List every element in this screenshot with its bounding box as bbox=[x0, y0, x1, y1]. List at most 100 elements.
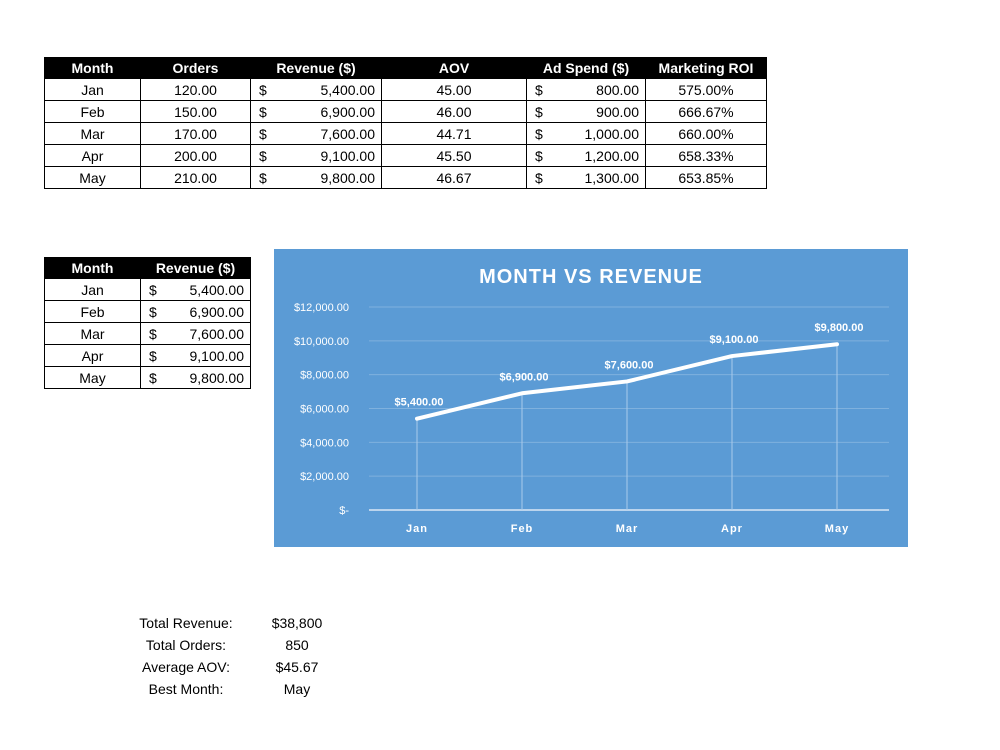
header-month: Month bbox=[44, 257, 141, 279]
y-tick-label: $12,000.00 bbox=[294, 302, 349, 314]
cell-aov: 45.00 bbox=[381, 78, 527, 101]
cell-revenue: $7,600.00 bbox=[140, 322, 251, 345]
header-revenue: Revenue ($) bbox=[250, 57, 382, 79]
x-tick-label: Jan bbox=[406, 523, 428, 535]
y-tick-label: $8,000.00 bbox=[300, 370, 349, 382]
cell-revenue-content: $9,100.00 bbox=[141, 348, 250, 364]
currency-symbol: $ bbox=[259, 147, 267, 164]
cell-revenue-content: $9,100.00 bbox=[251, 148, 381, 164]
cell-orders: 200.00 bbox=[140, 144, 251, 167]
x-tick-label: May bbox=[825, 523, 849, 535]
currency-symbol: $ bbox=[535, 81, 543, 98]
header-ad-spend: Ad Spend ($) bbox=[526, 57, 646, 79]
cell-orders: 120.00 bbox=[140, 78, 251, 101]
summary-row: Total Revenue: $38,800 bbox=[120, 612, 342, 634]
cell-revenue-value: 6,900.00 bbox=[320, 103, 376, 120]
table-row: Feb 150.00 $6,900.00 46.00 $900.00 666.67% bbox=[44, 100, 767, 123]
cell-revenue: $9,100.00 bbox=[140, 344, 251, 367]
cell-roi: 658.33% bbox=[645, 144, 767, 167]
cell-revenue: $5,400.00 bbox=[250, 78, 382, 101]
data-label: $7,600.00 bbox=[605, 359, 654, 371]
table-row: Feb $6,900.00 bbox=[44, 300, 251, 323]
cell-roi: 653.85% bbox=[645, 166, 767, 189]
data-point bbox=[520, 391, 524, 395]
cell-month: Apr bbox=[44, 344, 141, 367]
cell-aov: 46.00 bbox=[381, 100, 527, 123]
y-tick-label: $- bbox=[339, 505, 349, 517]
data-point bbox=[835, 342, 839, 346]
cell-roi: 660.00% bbox=[645, 122, 767, 145]
currency-symbol: $ bbox=[535, 147, 543, 164]
cell-ad-spend: $800.00 bbox=[526, 78, 646, 101]
cell-revenue-content: $7,600.00 bbox=[251, 126, 381, 142]
summary-label: Total Revenue: bbox=[139, 615, 233, 631]
cell-ad-spend-value: 800.00 bbox=[596, 81, 639, 98]
cell-revenue: $9,100.00 bbox=[250, 144, 382, 167]
cell-month: Jan bbox=[44, 278, 141, 301]
summary-value: $45.67 bbox=[275, 659, 319, 675]
currency-symbol: $ bbox=[149, 281, 157, 298]
cell-revenue-content: $6,900.00 bbox=[141, 304, 250, 320]
cell-revenue: $5,400.00 bbox=[140, 278, 251, 301]
header-aov: AOV bbox=[381, 57, 527, 79]
cell-revenue-value: 5,400.00 bbox=[189, 281, 245, 298]
cell-orders: 210.00 bbox=[140, 166, 251, 189]
cell-revenue-value: 5,400.00 bbox=[320, 81, 376, 98]
y-tick-label: $2,000.00 bbox=[300, 471, 349, 483]
cell-revenue-content: $7,600.00 bbox=[141, 326, 250, 342]
cell-aov: 45.50 bbox=[381, 144, 527, 167]
table-row: May 210.00 $9,800.00 46.67 $1,300.00 653.85% bbox=[44, 166, 767, 189]
cell-ad-spend-value: 1,000.00 bbox=[584, 125, 640, 142]
cell-revenue-content: $9,800.00 bbox=[141, 370, 250, 386]
table-header-row: Month Orders Revenue ($) AOV Ad Spend ($… bbox=[44, 57, 767, 79]
cell-ad-spend-content: $900.00 bbox=[527, 104, 645, 120]
summary-row: Average AOV: $45.67 bbox=[120, 656, 342, 678]
cell-ad-spend: $900.00 bbox=[526, 100, 646, 123]
header-marketing-roi: Marketing ROI bbox=[645, 57, 767, 79]
cell-ad-spend-value: 900.00 bbox=[596, 103, 639, 120]
cell-revenue: $6,900.00 bbox=[250, 100, 382, 123]
y-tick-label: $4,000.00 bbox=[300, 437, 349, 449]
cell-aov: 44.71 bbox=[381, 122, 527, 145]
cell-revenue-value: 9,100.00 bbox=[320, 147, 376, 164]
currency-symbol: $ bbox=[259, 103, 267, 120]
cell-month: Feb bbox=[44, 100, 141, 123]
currency-symbol: $ bbox=[535, 103, 543, 120]
cell-roi: 575.00% bbox=[645, 78, 767, 101]
y-tick-label: $10,000.00 bbox=[294, 336, 349, 348]
cell-revenue-value: 9,100.00 bbox=[189, 347, 245, 364]
cell-revenue-value: 6,900.00 bbox=[189, 303, 245, 320]
cell-revenue: $7,600.00 bbox=[250, 122, 382, 145]
currency-symbol: $ bbox=[149, 325, 157, 342]
chart-canvas: MONTH VS REVENUE $- $2,000.00 $4,000.00 $6,0… bbox=[294, 266, 889, 535]
table-row: Jan $5,400.00 bbox=[44, 278, 251, 301]
table-row: Mar 170.00 $7,600.00 44.71 $1,000.00 660.00% bbox=[44, 122, 767, 145]
summary-block: Total Revenue: $38,800 Total Orders: 850 Ave… bbox=[120, 612, 342, 700]
cell-roi: 666.67% bbox=[645, 100, 767, 123]
cell-revenue: $9,800.00 bbox=[250, 166, 382, 189]
revenue-line-chart: MONTH VS REVENUE $- $2,000.00 $4,000.00 $6,0… bbox=[274, 249, 908, 547]
cell-ad-spend-value: 1,200.00 bbox=[584, 147, 640, 164]
currency-symbol: $ bbox=[535, 169, 543, 186]
summary-label: Total Orders: bbox=[145, 637, 227, 653]
cell-month: Jan bbox=[44, 78, 141, 101]
currency-symbol: $ bbox=[149, 369, 157, 386]
orders-table: Month Orders Revenue ($) AOV Ad Spend ($… bbox=[44, 57, 767, 189]
table-row: Apr $9,100.00 bbox=[44, 344, 251, 367]
cell-month: Feb bbox=[44, 300, 141, 323]
data-label: $5,400.00 bbox=[395, 397, 444, 409]
cell-month: Mar bbox=[44, 322, 141, 345]
data-point bbox=[415, 417, 419, 421]
cell-revenue-value: 7,600.00 bbox=[189, 325, 245, 342]
cell-ad-spend: $1,300.00 bbox=[526, 166, 646, 189]
cell-revenue: $6,900.00 bbox=[140, 300, 251, 323]
data-label: $6,900.00 bbox=[500, 371, 549, 383]
table-row: Mar $7,600.00 bbox=[44, 322, 251, 345]
table-row: Apr 200.00 $9,100.00 45.50 $1,200.00 658.33% bbox=[44, 144, 767, 167]
cell-ad-spend: $1,200.00 bbox=[526, 144, 646, 167]
cell-ad-spend-content: $1,000.00 bbox=[527, 126, 645, 142]
currency-symbol: $ bbox=[259, 81, 267, 98]
cell-revenue-content: $6,900.00 bbox=[251, 104, 381, 120]
cell-orders: 170.00 bbox=[140, 122, 251, 145]
header-revenue: Revenue ($) bbox=[140, 257, 251, 279]
